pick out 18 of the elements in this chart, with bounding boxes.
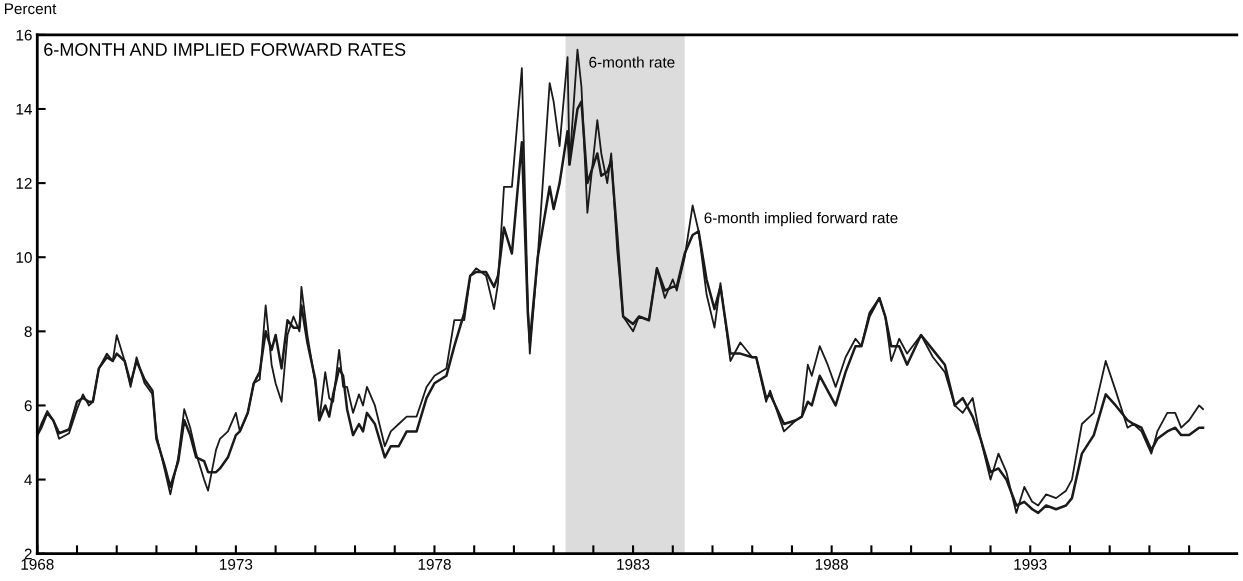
x-tick-label: 1968 — [21, 558, 54, 570]
y-axis-title: Percent — [4, 3, 57, 15]
y-tick-label: 10 — [16, 252, 32, 263]
x-tick-label: 1978 — [418, 558, 451, 570]
annotation: 6-month implied forward rate — [704, 212, 898, 227]
y-tick-label: 6 — [24, 400, 32, 412]
chart-title: 6-MONTH AND IMPLIED FORWARD RATES — [44, 43, 406, 56]
y-tick-label: 2 — [24, 548, 32, 560]
y-tick-label: 16 — [16, 29, 32, 41]
x-tick-label: 1993 — [1014, 558, 1047, 570]
annotation: 6-month rate — [589, 56, 675, 68]
y-tick-label: 8 — [24, 326, 32, 338]
y-tick-label: 4 — [24, 474, 32, 486]
y-tick-label: 14 — [16, 104, 32, 115]
x-tick-label: 1973 — [220, 558, 253, 570]
x-tick-label: 1983 — [617, 558, 650, 570]
y-tick-label: 12 — [16, 177, 32, 189]
x-tick-label: 1988 — [815, 558, 848, 570]
